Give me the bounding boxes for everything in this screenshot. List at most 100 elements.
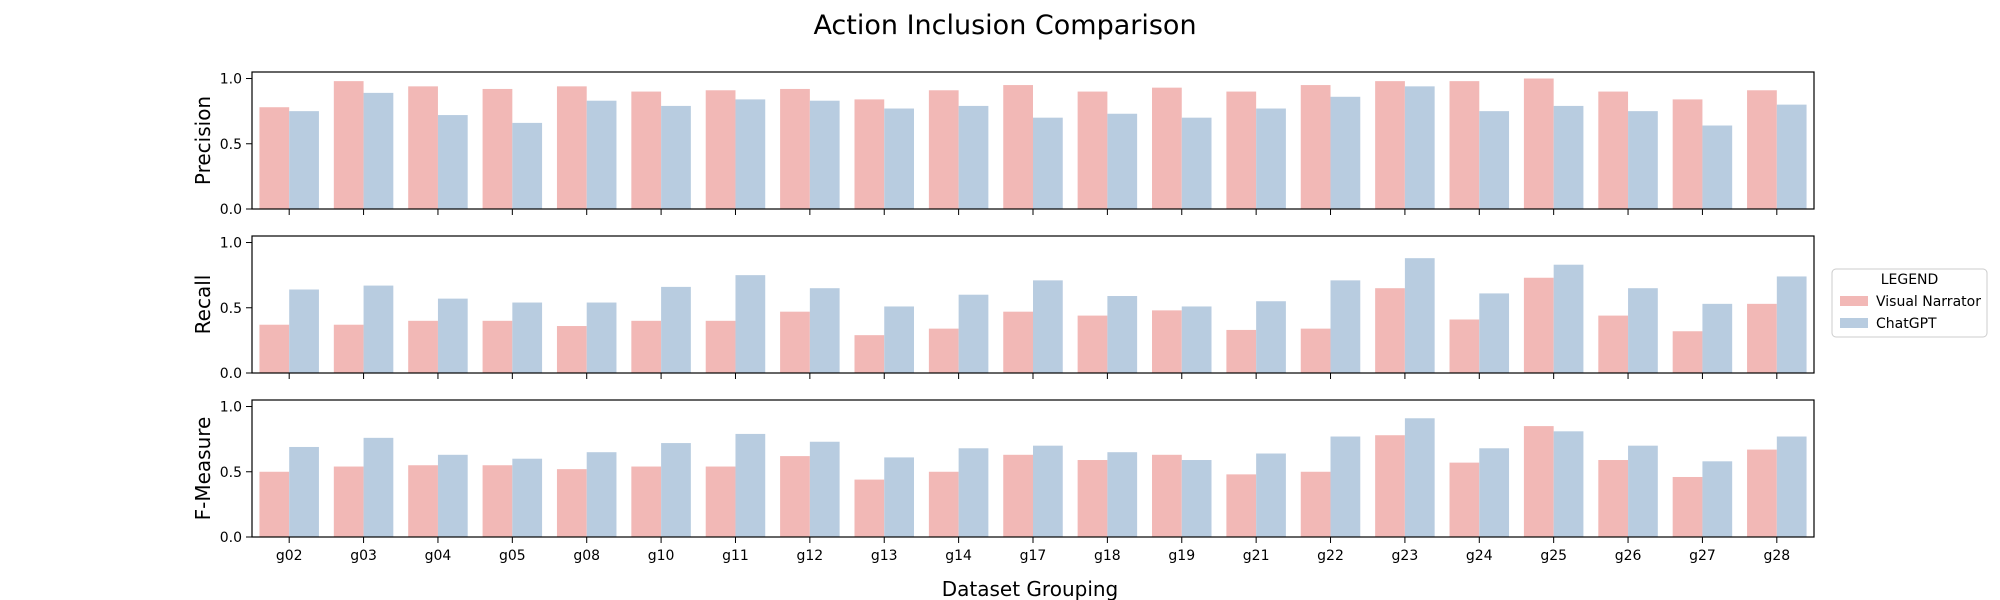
bar-chatgpt-g19	[1181, 117, 1212, 209]
bar-chatgpt-g22	[1330, 280, 1361, 373]
x-tick-label: g19	[1168, 548, 1195, 564]
bar-chatgpt-g03	[363, 92, 394, 209]
bar-visual-narrator-g27	[1672, 99, 1703, 209]
bar-visual-narrator-g19	[1152, 454, 1182, 537]
bar-chatgpt-g05	[512, 302, 543, 373]
bar-chatgpt-g25	[1553, 105, 1584, 209]
bar-visual-narrator-g02	[259, 324, 290, 373]
panel-recall: 0.0 0.5 1.0 Recall	[191, 235, 1815, 382]
y-tick-label: 0.0	[220, 366, 242, 382]
bar-chatgpt-g14	[958, 105, 989, 209]
bar-visual-narrator-g04	[408, 320, 438, 373]
bar-chatgpt-g18	[1107, 452, 1138, 537]
bar-visual-narrator-g22	[1300, 471, 1331, 537]
bar-chatgpt-g28	[1776, 276, 1807, 373]
bar-chatgpt-g03	[363, 437, 394, 537]
bar-visual-narrator-g17	[1003, 454, 1033, 537]
bar-chatgpt-g26	[1628, 288, 1658, 373]
bar-chatgpt-g18	[1107, 296, 1138, 373]
bar-chatgpt-g17	[1033, 117, 1063, 209]
y-tick-label: 0.0	[220, 202, 242, 218]
bar-visual-narrator-g17	[1003, 311, 1033, 373]
legend-title: LEGEND	[1881, 272, 1939, 288]
bar-chatgpt-g24	[1479, 448, 1510, 537]
bar-chatgpt-g22	[1330, 96, 1361, 209]
bar-visual-narrator-g25	[1523, 78, 1554, 210]
x-tick-label: g18	[1094, 548, 1121, 564]
x-tick-label: g23	[1392, 548, 1419, 564]
bar-visual-narrator-g22	[1300, 85, 1331, 209]
bar-chatgpt-g14	[958, 294, 989, 373]
chart-title: Action Inclusion Comparison	[813, 10, 1196, 41]
bar-chatgpt-g12	[809, 100, 840, 209]
bar-chatgpt-g26	[1628, 111, 1658, 209]
legend-swatch-visual-narrator	[1840, 296, 1868, 306]
bar-visual-narrator-g04	[408, 86, 438, 209]
bar-chatgpt-g17	[1033, 280, 1063, 373]
bar-chatgpt-g08	[586, 100, 617, 209]
bar-chatgpt-g23	[1404, 86, 1435, 209]
x-tick-label: g27	[1689, 548, 1716, 564]
chart-panels: 0.0 0.5 1.0 Precision 0.0 0.5 1.0 Recall 0.0 0.5 1…	[191, 71, 1815, 564]
bar-chatgpt-g08	[586, 302, 617, 373]
bar-chatgpt-g22	[1330, 436, 1361, 537]
legend: LEGEND Visual Narrator ChatGPT	[1831, 268, 1988, 338]
y-axis-label: F-Measure	[191, 417, 215, 521]
bar-visual-narrator-g18	[1077, 460, 1108, 537]
x-tick-label: g08	[573, 548, 600, 564]
x-tick-label: g02	[276, 548, 303, 564]
bar-visual-narrator-g14	[928, 328, 959, 373]
bar-visual-narrator-g08	[556, 469, 587, 537]
bar-visual-narrator-g08	[556, 326, 587, 373]
bar-chatgpt-g25	[1553, 264, 1584, 373]
bar-visual-narrator-g21	[1226, 474, 1257, 537]
bar-visual-narrator-g24	[1449, 319, 1480, 373]
bar-chatgpt-g08	[586, 452, 617, 537]
bar-visual-narrator-g05	[482, 320, 513, 373]
bar-chatgpt-g17	[1033, 445, 1063, 537]
bar-chatgpt-g27	[1702, 125, 1733, 209]
bar-visual-narrator-g02	[259, 471, 290, 537]
bar-visual-narrator-g11	[705, 320, 736, 373]
bar-chatgpt-g13	[884, 457, 914, 537]
x-tick-label: g28	[1763, 548, 1790, 564]
bar-visual-narrator-g17	[1003, 85, 1033, 209]
bar-chatgpt-g05	[512, 122, 543, 209]
bar-visual-narrator-g28	[1747, 449, 1777, 537]
y-tick-label: 0.5	[220, 301, 242, 317]
bar-visual-narrator-g13	[854, 479, 885, 537]
legend-label-visual-narrator: Visual Narrator	[1876, 294, 1981, 310]
bar-visual-narrator-g03	[333, 466, 364, 537]
bar-visual-narrator-g26	[1598, 315, 1629, 373]
bar-visual-narrator-g23	[1375, 81, 1405, 209]
bar-visual-narrator-g21	[1226, 91, 1257, 209]
legend-box	[1831, 268, 1988, 338]
bar-chatgpt-g23	[1404, 418, 1435, 537]
bar-visual-narrator-g12	[780, 456, 810, 537]
bar-visual-narrator-g19	[1152, 310, 1182, 373]
bar-chatgpt-g21	[1256, 453, 1286, 537]
bar-visual-narrator-g10	[631, 320, 662, 373]
x-tick-label: g12	[797, 548, 824, 564]
x-tick-label: g05	[499, 548, 526, 564]
bar-chatgpt-g10	[661, 286, 691, 373]
x-tick-label: g22	[1317, 548, 1344, 564]
bar-visual-narrator-g27	[1672, 331, 1703, 373]
bar-visual-narrator-g03	[333, 81, 364, 209]
bar-chatgpt-g10	[661, 105, 691, 209]
bar-visual-narrator-g08	[556, 86, 587, 209]
y-tick-label: 1.0	[220, 400, 242, 416]
bar-chatgpt-g10	[661, 443, 691, 537]
bar-visual-narrator-g18	[1077, 315, 1108, 373]
x-tick-label: g17	[1020, 548, 1047, 564]
bar-chatgpt-g11	[735, 433, 766, 537]
bar-chatgpt-g04	[437, 298, 468, 373]
bar-chatgpt-g25	[1553, 431, 1584, 537]
bar-visual-narrator-g24	[1449, 81, 1480, 209]
bar-visual-narrator-g12	[780, 311, 810, 373]
bar-visual-narrator-g04	[408, 465, 438, 537]
bar-visual-narrator-g10	[631, 466, 662, 537]
bar-chatgpt-g19	[1181, 460, 1212, 537]
bar-visual-narrator-g13	[854, 99, 885, 209]
